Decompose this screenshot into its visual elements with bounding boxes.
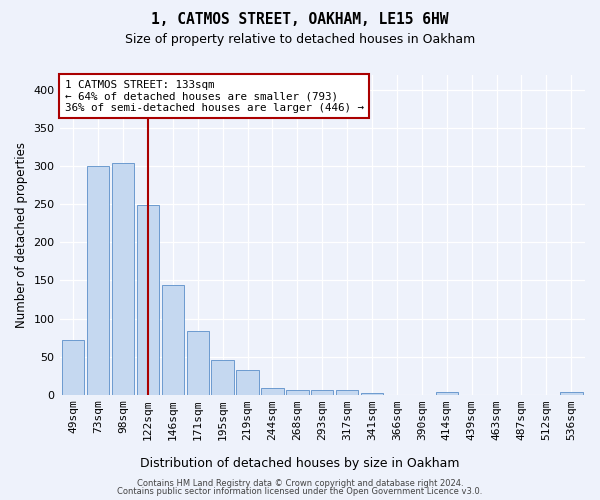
Bar (236, 370, 259, 394)
Text: Distribution of detached houses by size in Oakham: Distribution of detached houses by size … (140, 458, 460, 470)
Text: 1, CATMOS STREET, OAKHAM, LE15 6HW: 1, CATMOS STREET, OAKHAM, LE15 6HW (151, 12, 449, 28)
Bar (112, 164, 134, 394)
Bar (161, 285, 184, 395)
Bar (261, 388, 284, 394)
Text: Contains HM Land Registry data © Crown copyright and database right 2024.: Contains HM Land Registry data © Crown c… (137, 478, 463, 488)
Bar (436, 392, 458, 394)
Bar (286, 390, 308, 394)
Text: Size of property relative to detached houses in Oakham: Size of property relative to detached ho… (125, 32, 475, 46)
Bar (187, 332, 209, 394)
Bar (361, 393, 383, 394)
Y-axis label: Number of detached properties: Number of detached properties (15, 142, 28, 328)
Bar (211, 360, 234, 394)
Bar (137, 205, 159, 394)
Bar (62, 340, 85, 394)
Bar (87, 166, 109, 394)
Bar (311, 390, 334, 394)
Text: 1 CATMOS STREET: 133sqm
← 64% of detached houses are smaller (793)
36% of semi-d: 1 CATMOS STREET: 133sqm ← 64% of detache… (65, 80, 364, 113)
Bar (560, 392, 583, 394)
Text: Contains public sector information licensed under the Open Government Licence v3: Contains public sector information licen… (118, 487, 482, 496)
Bar (336, 390, 358, 394)
